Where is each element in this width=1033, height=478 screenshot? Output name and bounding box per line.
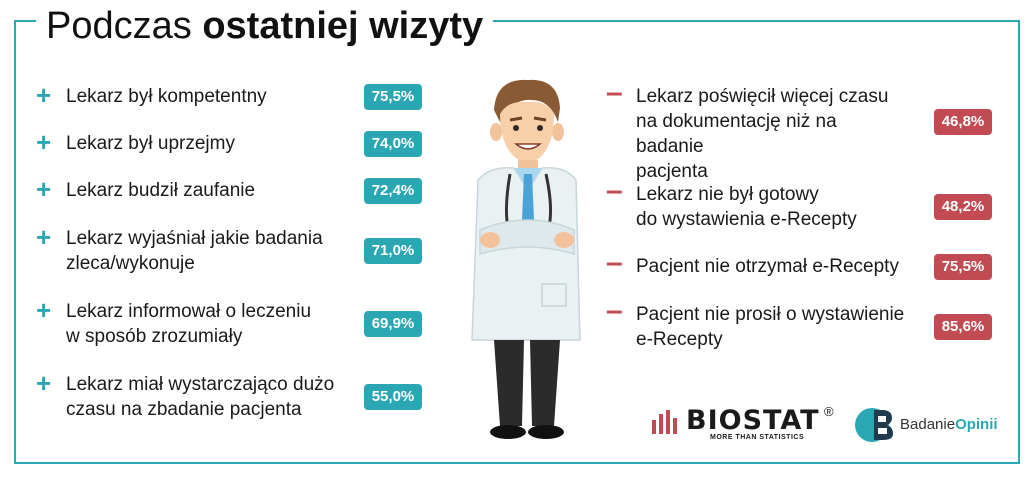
minus-icon: – xyxy=(606,76,623,109)
plus-icon: + xyxy=(36,222,52,252)
badanie-opinii-mark-icon xyxy=(855,408,893,442)
positive-item: + Lekarz był kompetentny xyxy=(36,80,356,110)
item-label: Pacjent nie otrzymał e-Recepty xyxy=(636,254,899,279)
value-badge: 69,9% xyxy=(364,311,422,337)
plus-icon: + xyxy=(36,127,52,157)
item-label: Lekarz wyjaśniał jakie badania zleca/wyko… xyxy=(66,226,323,276)
item-label: Lekarz budził zaufanie xyxy=(66,178,255,203)
label-line: Lekarz był uprzejmy xyxy=(66,133,235,154)
item-label: Lekarz nie był gotowy do wystawienia e-Re… xyxy=(636,182,857,232)
positive-item: + Lekarz miał wystarczająco dużo czasu na … xyxy=(36,368,356,422)
registered-mark: ® xyxy=(824,404,834,419)
content-frame xyxy=(14,20,1020,464)
title-light: Podczas xyxy=(46,5,192,47)
label-line: Lekarz był kompetentny xyxy=(66,86,267,107)
value-badge: 74,0% xyxy=(364,130,422,157)
label-line: zleca/wykonuje xyxy=(66,253,195,274)
item-label: Pacjent nie prosił o wystawienie e-Recept… xyxy=(636,302,904,352)
opinii-word: Opinii xyxy=(955,416,998,433)
item-label: Lekarz był kompetentny xyxy=(66,84,267,109)
label-line: do wystawienia e-Recepty xyxy=(636,209,857,230)
title-bold: ostatniej wizyty xyxy=(202,5,484,47)
plus-icon: + xyxy=(36,174,52,204)
biostat-tagline: MORE THAN STATISTICS xyxy=(710,434,805,441)
positive-item: + Lekarz budził zaufanie xyxy=(36,174,356,204)
plus-icon: + xyxy=(36,80,52,110)
value-badge: 75,5% xyxy=(934,253,992,280)
label-line: Pacjent nie otrzymał e-Recepty xyxy=(636,256,899,277)
label-line: Pacjent nie prosił o wystawienie xyxy=(636,304,905,325)
value-badge: 55,0% xyxy=(364,384,422,410)
label-line: na dokumentację niż na badanie xyxy=(636,111,837,157)
bars-icon xyxy=(652,410,677,434)
negative-item: – Pacjent nie prosił o wystawienie e-Recep… xyxy=(606,294,906,352)
badanie-opinii-name: BadanieOpinii xyxy=(900,416,998,433)
value-badge: 75,5% xyxy=(364,83,422,110)
negative-item: – Pacjent nie otrzymał e-Recepty xyxy=(606,246,906,279)
label-line: pacjenta xyxy=(636,161,708,182)
badanie-opinii-logo: BadanieOpinii xyxy=(854,404,1004,446)
negative-item: – Lekarz nie był gotowy do wystawienia e-R… xyxy=(606,174,906,232)
value-badge: 72,4% xyxy=(364,177,422,204)
page-title: Podczas ostatniej wizyty xyxy=(36,2,494,50)
label-line: czasu na zbadanie pacjenta xyxy=(66,399,302,420)
label-line: Lekarz poświęcił więcej czasu xyxy=(636,86,889,107)
label-line: Lekarz miał wystarczająco dużo xyxy=(66,374,335,395)
value-badge: 48,2% xyxy=(934,194,992,220)
biostat-logo: BIOSTAT ® MORE THAN STATISTICS xyxy=(652,404,842,448)
label-line: e-Recepty xyxy=(636,329,723,350)
item-label: Lekarz był uprzejmy xyxy=(66,131,235,156)
badanie-word: Badanie xyxy=(900,416,956,433)
label-line: Lekarz budził zaufanie xyxy=(66,180,256,201)
value-badge: 85,6% xyxy=(934,314,992,340)
minus-icon: – xyxy=(606,174,623,207)
value-badge: 46,8% xyxy=(934,108,992,135)
positive-item: + Lekarz był uprzejmy xyxy=(36,127,356,157)
biostat-name: BIOSTAT xyxy=(686,405,820,436)
plus-icon: + xyxy=(36,368,52,398)
positive-item: + Lekarz wyjaśniał jakie badania zleca/wyk… xyxy=(36,222,356,276)
item-label: Lekarz miał wystarczająco dużo czasu na z… xyxy=(66,372,334,422)
label-line: Lekarz nie był gotowy xyxy=(636,184,819,205)
item-label: Lekarz poświęcił więcej czasu na dokument… xyxy=(636,84,906,184)
minus-icon: – xyxy=(606,246,623,279)
plus-icon: + xyxy=(36,295,52,325)
label-line: w sposób zrozumiały xyxy=(66,326,243,347)
minus-icon: – xyxy=(606,294,623,327)
positive-item: + Lekarz informował o leczeniu w sposób zr… xyxy=(36,295,356,349)
item-label: Lekarz informował o leczeniu w sposób zro… xyxy=(66,299,311,349)
label-line: Lekarz informował o leczeniu xyxy=(66,301,312,322)
negative-item: – Lekarz poświęcił więcej czasu na dokumen… xyxy=(606,76,906,184)
doctor-illustration xyxy=(471,79,581,439)
label-line: Lekarz wyjaśniał jakie badania xyxy=(66,228,323,249)
value-badge: 71,0% xyxy=(364,238,422,264)
